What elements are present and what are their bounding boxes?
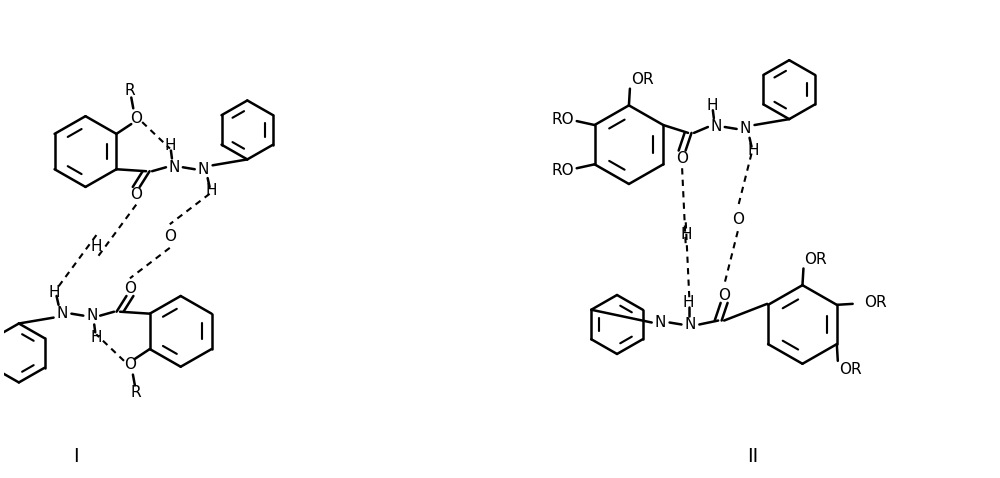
Text: II: II xyxy=(747,446,759,466)
Text: I: I xyxy=(73,446,78,466)
Text: N: N xyxy=(57,306,68,321)
Text: H: H xyxy=(748,143,759,158)
Text: O: O xyxy=(164,228,176,244)
Text: H: H xyxy=(91,239,102,254)
Text: H: H xyxy=(680,227,692,241)
Text: O: O xyxy=(718,287,730,303)
Text: N: N xyxy=(710,120,722,134)
Text: O: O xyxy=(732,212,744,227)
Text: OR: OR xyxy=(804,252,827,267)
Text: O: O xyxy=(124,281,136,295)
Text: H: H xyxy=(90,330,102,345)
Text: RO: RO xyxy=(552,112,574,127)
Text: O: O xyxy=(130,110,142,126)
Text: H: H xyxy=(706,98,718,113)
Text: RO: RO xyxy=(552,163,574,178)
Text: OR: OR xyxy=(631,72,654,87)
Text: N: N xyxy=(87,308,98,323)
Text: R: R xyxy=(131,385,141,400)
Text: OR: OR xyxy=(865,295,887,310)
Text: N: N xyxy=(198,162,209,177)
Text: H: H xyxy=(206,184,217,198)
Text: O: O xyxy=(124,357,136,372)
Text: H: H xyxy=(49,284,60,300)
Text: N: N xyxy=(740,121,751,136)
Text: H: H xyxy=(683,295,694,310)
Text: N: N xyxy=(655,315,666,330)
Text: O: O xyxy=(130,187,142,202)
Text: O: O xyxy=(676,151,688,166)
Text: H: H xyxy=(164,138,176,153)
Text: N: N xyxy=(168,160,180,175)
Text: R: R xyxy=(125,83,136,98)
Text: N: N xyxy=(685,317,696,332)
Text: OR: OR xyxy=(839,362,861,377)
